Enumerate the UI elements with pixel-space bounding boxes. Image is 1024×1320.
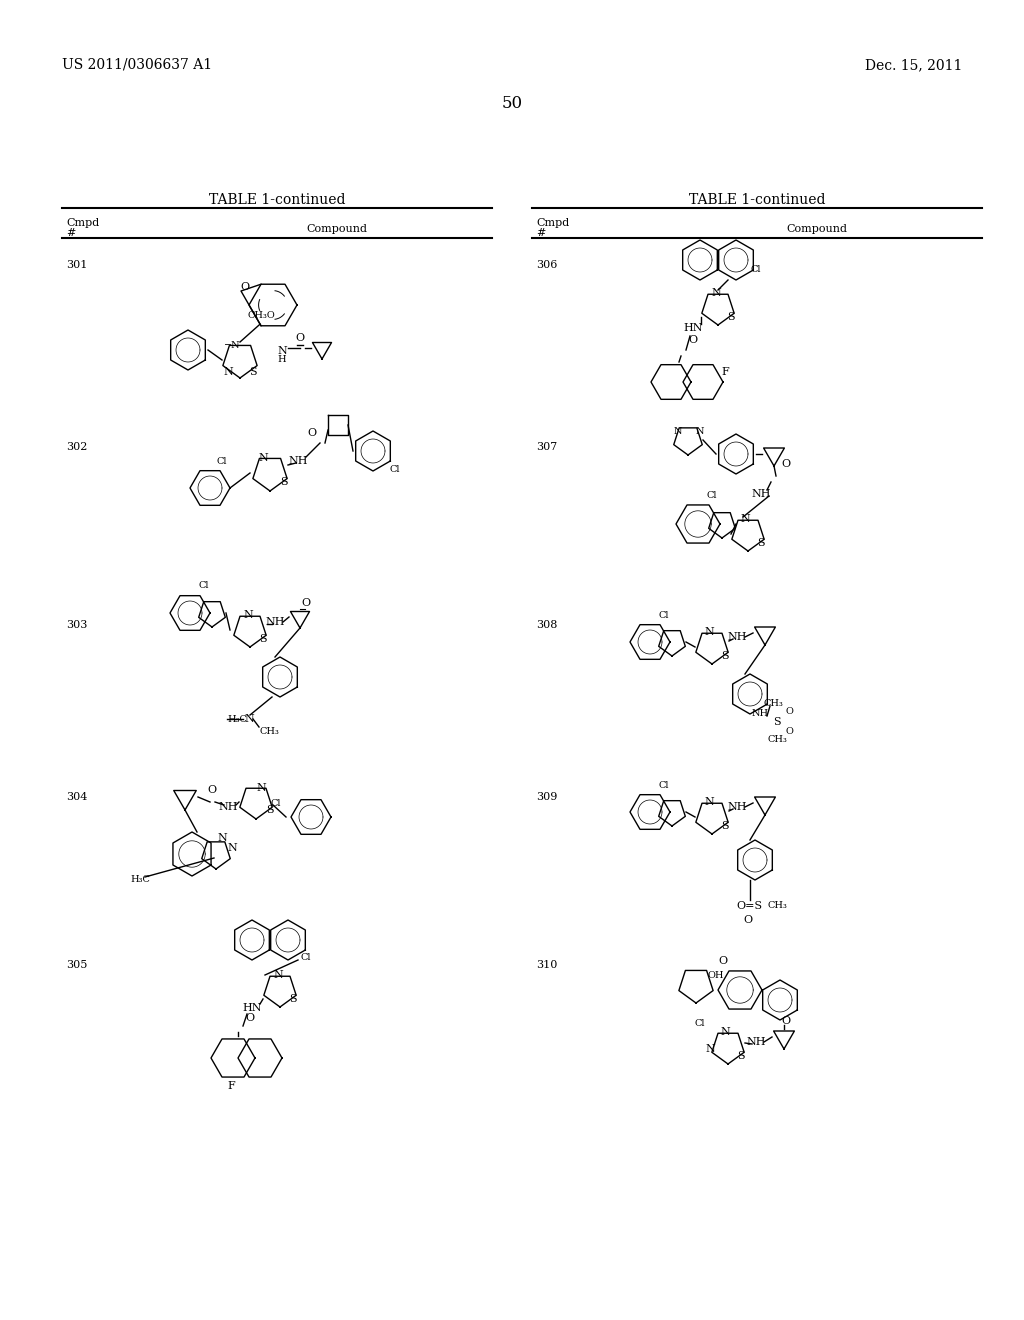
Text: CH₃: CH₃ [767, 735, 786, 744]
Text: N: N [711, 288, 721, 298]
Text: O: O [719, 956, 728, 966]
Text: #: # [66, 228, 76, 238]
Text: 50: 50 [502, 95, 522, 112]
Text: S: S [289, 994, 297, 1005]
Text: 309: 309 [536, 792, 557, 803]
Text: N: N [740, 513, 750, 524]
Text: N: N [674, 428, 682, 437]
Text: H: H [278, 355, 287, 364]
Text: 302: 302 [66, 442, 87, 451]
Text: NH: NH [752, 488, 771, 499]
Text: S: S [249, 367, 257, 378]
Text: #: # [536, 228, 546, 238]
Text: N: N [706, 1044, 715, 1053]
Text: O: O [241, 282, 250, 292]
Text: O=S: O=S [736, 902, 762, 911]
Text: Cl: Cl [199, 581, 209, 590]
Text: N: N [695, 428, 705, 437]
Text: O: O [246, 1012, 255, 1023]
Text: N: N [278, 346, 287, 356]
Text: S: S [757, 539, 765, 548]
Text: NH: NH [265, 616, 285, 627]
Text: Cl: Cl [658, 611, 670, 620]
Text: HN: HN [683, 323, 702, 333]
Text: S: S [773, 717, 781, 727]
Text: O: O [301, 598, 310, 609]
Text: TABLE 1-continued: TABLE 1-continued [689, 193, 825, 207]
Text: O: O [688, 335, 697, 345]
Text: O: O [296, 333, 304, 343]
Text: NH: NH [727, 632, 746, 642]
Text: S: S [281, 477, 288, 487]
Text: OH: OH [708, 970, 724, 979]
Text: Cl: Cl [658, 781, 670, 791]
Text: Cl: Cl [694, 1019, 706, 1027]
Text: Cmpd: Cmpd [536, 218, 569, 228]
Text: N: N [227, 843, 237, 853]
Text: CH₃: CH₃ [763, 700, 783, 709]
Text: CH₃: CH₃ [259, 726, 279, 735]
Text: 310: 310 [536, 960, 557, 970]
Text: N: N [705, 627, 714, 638]
Text: NH: NH [288, 455, 308, 466]
Text: S: S [721, 821, 729, 832]
Text: Cmpd: Cmpd [66, 218, 99, 228]
Text: Dec. 15, 2011: Dec. 15, 2011 [864, 58, 962, 73]
Text: HN: HN [243, 1003, 262, 1012]
Text: N: N [720, 1027, 730, 1038]
Text: 301: 301 [66, 260, 87, 271]
Text: −N: −N [223, 341, 241, 350]
Text: O: O [781, 1016, 791, 1026]
Text: O: O [781, 459, 791, 469]
Text: O: O [785, 708, 793, 717]
Text: Cl: Cl [751, 265, 761, 275]
Text: CH₃O: CH₃O [247, 310, 274, 319]
Text: H₃C: H₃C [227, 714, 247, 723]
Text: F: F [721, 367, 729, 378]
Text: O: O [785, 727, 793, 737]
Text: NH: NH [746, 1038, 766, 1047]
Text: Cl: Cl [301, 953, 311, 962]
Text: S: S [266, 805, 273, 814]
Text: O: O [307, 428, 316, 438]
Text: Cl: Cl [390, 465, 400, 474]
Text: Compound: Compound [306, 224, 368, 234]
Text: N: N [244, 714, 254, 723]
Text: 307: 307 [536, 442, 557, 451]
Text: Cl: Cl [707, 491, 717, 500]
Text: Cl: Cl [217, 458, 227, 466]
Text: O: O [743, 915, 753, 925]
Text: Compound: Compound [786, 224, 848, 234]
Text: N: N [217, 833, 227, 843]
Text: S: S [259, 634, 267, 644]
Text: F: F [227, 1081, 234, 1092]
Text: US 2011/0306637 A1: US 2011/0306637 A1 [62, 58, 212, 73]
Text: N: N [223, 367, 232, 378]
Text: H₃C: H₃C [130, 875, 150, 884]
Text: 308: 308 [536, 620, 557, 630]
Text: S: S [721, 651, 729, 661]
Text: 303: 303 [66, 620, 87, 630]
Text: 306: 306 [536, 260, 557, 271]
Text: 304: 304 [66, 792, 87, 803]
Text: 305: 305 [66, 960, 87, 970]
Text: S: S [727, 312, 735, 322]
Text: N: N [705, 797, 714, 807]
Text: TABLE 1-continued: TABLE 1-continued [209, 193, 345, 207]
Text: N: N [256, 783, 266, 793]
Text: NH: NH [218, 803, 238, 812]
Text: N: N [243, 610, 253, 620]
Text: Cl: Cl [270, 800, 282, 808]
Text: O: O [208, 785, 216, 795]
Text: N: N [273, 970, 283, 979]
Text: NH: NH [752, 710, 769, 718]
Text: N: N [258, 453, 268, 463]
Text: S: S [737, 1051, 744, 1061]
Text: NH: NH [727, 803, 746, 812]
Text: CH₃: CH₃ [768, 902, 787, 911]
